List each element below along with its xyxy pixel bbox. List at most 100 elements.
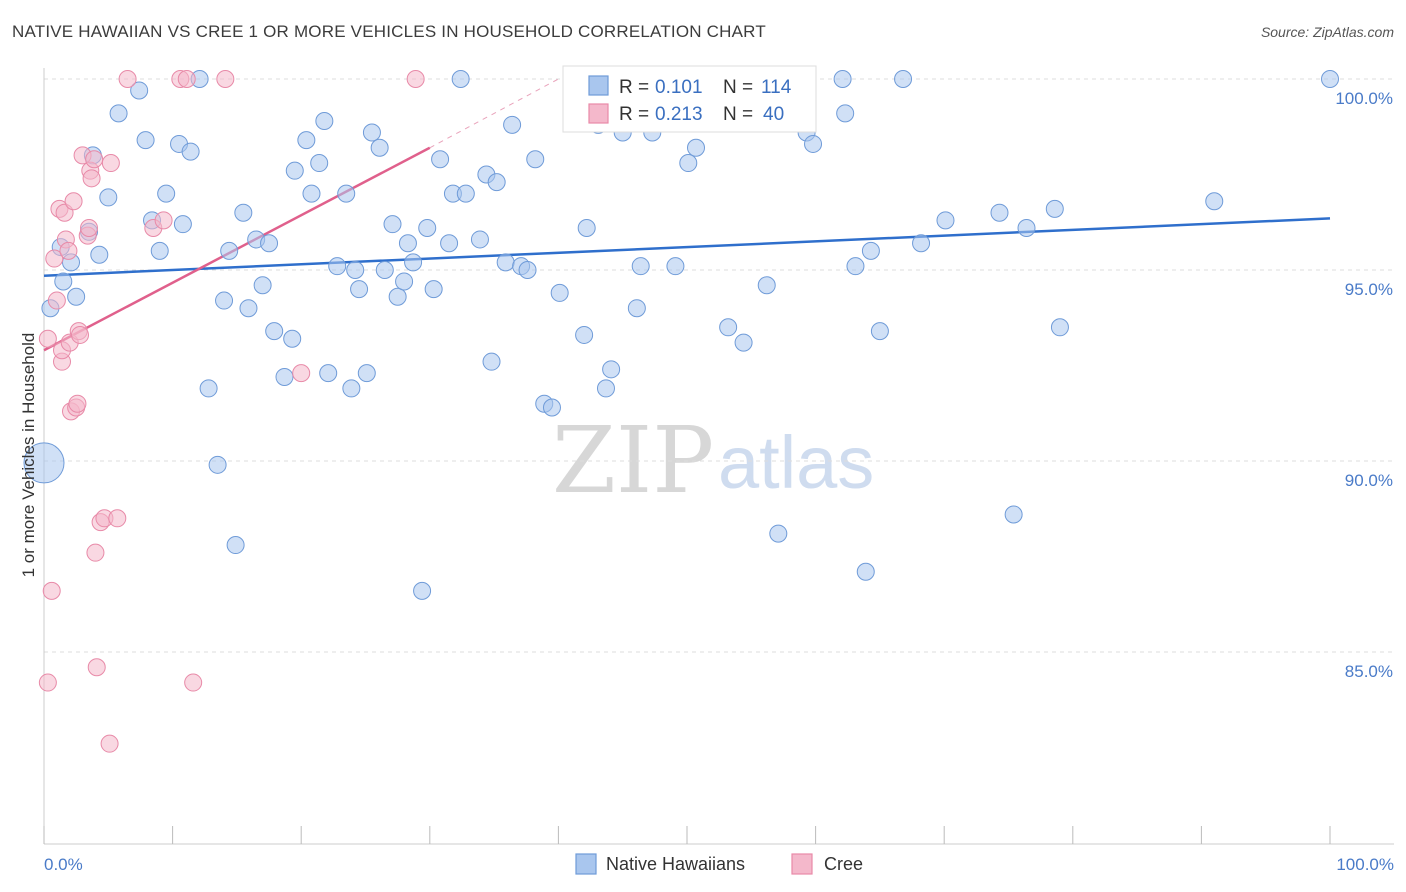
native-hawaiian-point bbox=[398, 234, 417, 253]
native-hawaiian-point bbox=[518, 261, 537, 279]
gridlines bbox=[44, 78, 1394, 653]
cree-point bbox=[406, 70, 425, 88]
bottom-legend-swatch-cree bbox=[791, 853, 813, 875]
cree-point bbox=[86, 543, 105, 562]
cree-point bbox=[42, 581, 61, 600]
cree-point bbox=[38, 329, 57, 348]
cree-point bbox=[292, 364, 311, 383]
native-hawaiian-point bbox=[804, 134, 823, 153]
bottom-legend-label-native-hawaiians: Native Hawaiians bbox=[606, 854, 745, 874]
native-hawaiian-point bbox=[912, 234, 931, 253]
cree-point bbox=[118, 70, 137, 88]
watermark-zip: ZIP bbox=[552, 407, 714, 514]
legend-r-label-1: R = bbox=[619, 77, 649, 98]
native-hawaiian-point bbox=[395, 272, 414, 291]
cree-point bbox=[154, 211, 173, 230]
native-hawaiian-point bbox=[757, 276, 776, 295]
bottom-legend-label-cree: Cree bbox=[824, 854, 863, 874]
y-axis-label: 1 or more Vehicles in Household bbox=[19, 333, 38, 578]
native-hawaiian-point bbox=[319, 364, 338, 383]
native-hawaiian-point bbox=[431, 150, 450, 169]
legend-n-label-2: N = bbox=[723, 104, 753, 125]
native-hawaiian-point bbox=[861, 241, 880, 260]
x-tick-label-min: 0.0% bbox=[44, 855, 83, 874]
native-hawaiian-trend-line bbox=[43, 217, 1331, 277]
native-hawaiian-point bbox=[1321, 70, 1339, 88]
native-hawaiian-point bbox=[199, 379, 218, 398]
native-hawaiian-point bbox=[362, 123, 381, 142]
legend-r-value-1: 0.101 bbox=[655, 77, 703, 98]
native-hawaiian-point bbox=[220, 241, 239, 260]
legend-swatch-native-hawaiians bbox=[588, 75, 609, 96]
native-hawaiian-point bbox=[337, 184, 356, 203]
native-hawaiian-point bbox=[542, 398, 561, 417]
native-hawaiian-point bbox=[679, 154, 698, 173]
native-hawaiian-point bbox=[346, 261, 365, 279]
native-hawaiian-point bbox=[1004, 505, 1023, 524]
native-hawaiian-point bbox=[388, 287, 407, 306]
native-hawaiian-point bbox=[173, 215, 192, 234]
native-hawaiian-point bbox=[846, 257, 865, 276]
native-hawaiian-point bbox=[215, 291, 234, 310]
native-hawaiian-point bbox=[234, 203, 253, 222]
native-hawaiian-point bbox=[990, 203, 1009, 222]
native-hawaiian-point bbox=[150, 241, 169, 260]
x-tick-label-max: 100.0% bbox=[1336, 855, 1394, 874]
native-hawaiian-point bbox=[350, 280, 369, 299]
native-hawaiian-point bbox=[734, 333, 753, 352]
native-hawaiian-point bbox=[275, 367, 294, 386]
native-hawaiian-point bbox=[253, 276, 272, 295]
cree-point bbox=[64, 192, 83, 211]
cree-point bbox=[71, 325, 90, 344]
cree-point bbox=[59, 241, 78, 260]
native-hawaiian-point bbox=[310, 154, 329, 173]
legend-n-value-1: 114 bbox=[761, 77, 792, 98]
native-hawaiian-point bbox=[666, 257, 685, 276]
native-hawaiian-point bbox=[375, 261, 394, 279]
cree-point bbox=[184, 673, 203, 692]
native-hawaiian-point bbox=[383, 215, 402, 234]
native-hawaiian-point bbox=[602, 360, 621, 379]
cree-point bbox=[108, 509, 127, 528]
y-tick-labels: 100.0% 95.0% 90.0% 85.0% bbox=[1335, 89, 1393, 681]
cree-point bbox=[38, 673, 57, 692]
native-hawaiian-point bbox=[342, 379, 361, 398]
chart-source: Source: ZipAtlas.com bbox=[1260, 24, 1394, 40]
native-hawaiian-point bbox=[1017, 218, 1036, 237]
native-hawaiian-point bbox=[487, 173, 506, 192]
native-hawaiian-point bbox=[297, 131, 316, 150]
native-hawaiian-point bbox=[315, 112, 334, 131]
legend-n-value-2: 40 bbox=[763, 104, 784, 125]
cree-point bbox=[82, 169, 101, 188]
native-hawaiian-point bbox=[413, 581, 432, 600]
native-hawaiian-point bbox=[181, 142, 200, 161]
native-hawaiian-point bbox=[357, 364, 376, 383]
legend-n-label-1: N = bbox=[723, 77, 753, 98]
legend-r-label-2: R = bbox=[619, 104, 649, 125]
native-hawaiian-point bbox=[1205, 192, 1224, 211]
cree-point bbox=[68, 394, 87, 413]
native-hawaiian-point bbox=[226, 536, 245, 555]
native-hawaiian-point bbox=[550, 283, 569, 302]
native-hawaiian-point bbox=[719, 318, 738, 337]
native-hawaiian-point bbox=[627, 299, 646, 318]
native-hawaiian-point bbox=[456, 184, 475, 203]
series-legend: Native Hawaiians Cree bbox=[575, 853, 863, 875]
native-hawaiian-point bbox=[328, 257, 347, 276]
native-hawaiian-point bbox=[451, 70, 470, 88]
native-hawaiian-point bbox=[526, 150, 545, 169]
native-hawaiian-point bbox=[856, 562, 875, 581]
native-hawaiian-point bbox=[631, 257, 650, 276]
cree-point bbox=[85, 150, 104, 169]
native-hawaiian-point bbox=[90, 245, 109, 264]
native-hawaiian-point bbox=[482, 352, 501, 371]
cree-point bbox=[47, 291, 66, 310]
cree-point bbox=[80, 218, 99, 237]
native-hawaiian-point bbox=[496, 253, 515, 272]
native-hawaiian-point bbox=[136, 131, 155, 150]
native-hawaiian-point bbox=[894, 70, 913, 88]
native-hawaiian-point bbox=[1050, 318, 1069, 337]
native-hawaiian-point bbox=[440, 234, 459, 253]
watermark-atlas: atlas bbox=[718, 421, 874, 504]
